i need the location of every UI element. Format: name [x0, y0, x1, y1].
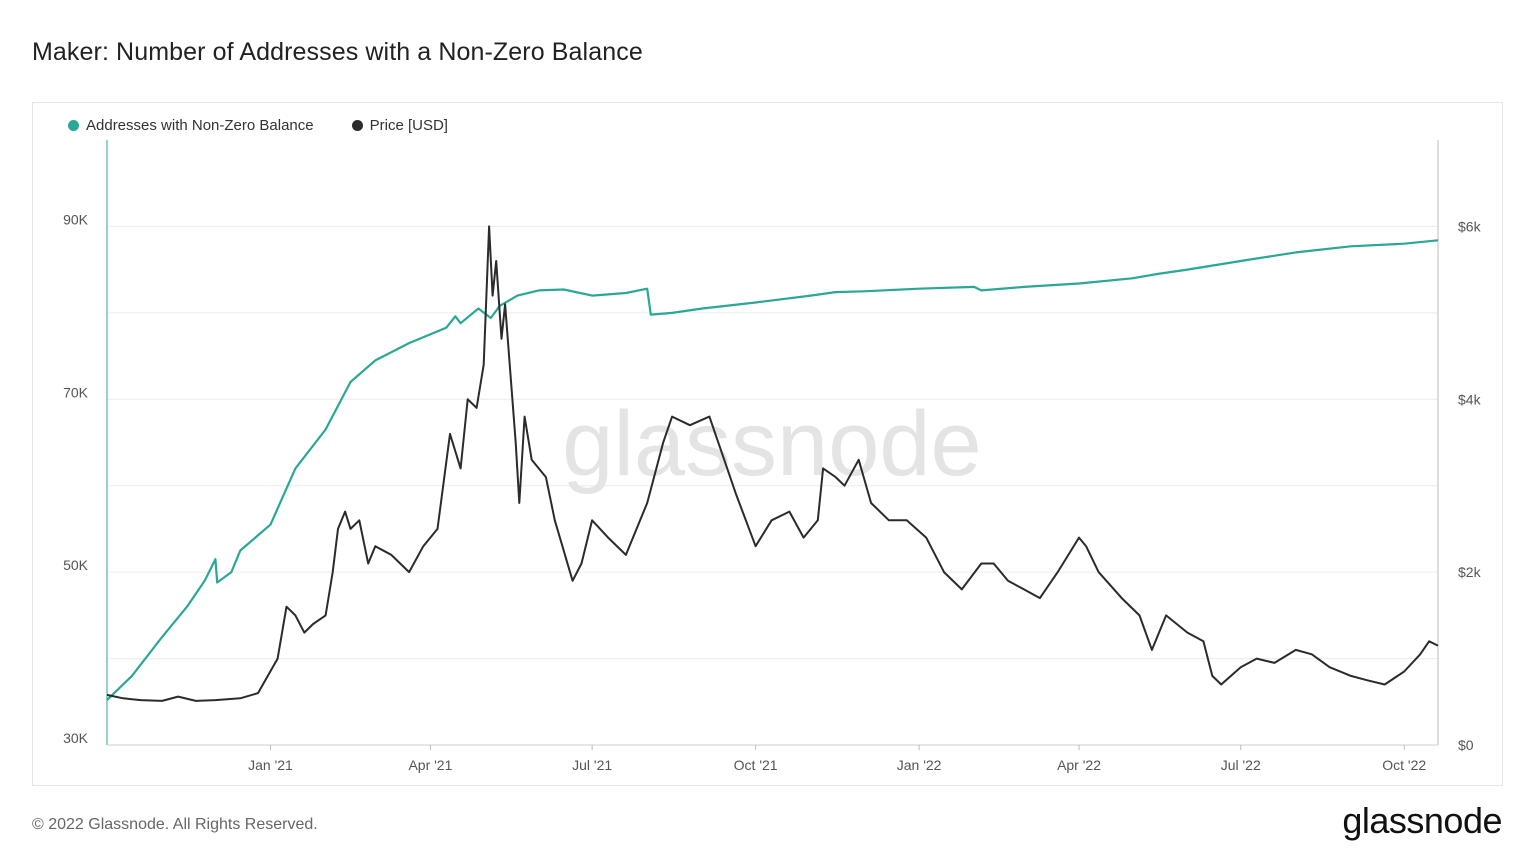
x-tick-label: Jan '22 — [897, 757, 942, 773]
watermark: glassnode — [562, 393, 981, 495]
y-right-tick-label: $4k — [1458, 391, 1482, 407]
x-tick-label: Oct '22 — [1382, 757, 1426, 773]
legend-label-price: Price [USD] — [369, 117, 448, 134]
chart-legend: Addresses with Non-Zero Balance Price [U… — [68, 117, 448, 134]
legend-item-price[interactable]: Price [USD] — [351, 117, 448, 134]
copyright-text: © 2022 Glassnode. All Rights Reserved. — [32, 816, 318, 833]
y-right-tick-label: $2k — [1458, 564, 1482, 580]
series-line-addresses — [106, 239, 1439, 701]
legend-item-addresses[interactable]: Addresses with Non-Zero Balance — [68, 117, 314, 134]
y-left-tick-label: 70K — [63, 384, 89, 400]
y-left-tick-label: 30K — [63, 730, 89, 746]
y-right-tick-label: $6k — [1458, 218, 1482, 234]
x-tick-label: Jan '21 — [248, 757, 293, 773]
x-tick-label: Apr '21 — [408, 757, 452, 773]
legend-dot-price — [351, 120, 363, 131]
series-line-price — [106, 225, 1439, 702]
page-title: Maker: Number of Addresses with a Non-Ze… — [32, 38, 643, 66]
y-left-tick-label: 50K — [63, 557, 89, 573]
y-left-tick-label: 90K — [63, 211, 89, 227]
x-tick-label: Jul '22 — [1221, 757, 1261, 773]
chart-frame — [32, 102, 1503, 786]
y-right-tick-label: $0 — [1458, 737, 1474, 753]
x-tick-label: Oct '21 — [734, 757, 778, 773]
legend-label-addresses: Addresses with Non-Zero Balance — [86, 117, 314, 134]
legend-dot-addresses — [68, 120, 79, 131]
x-tick-label: Jul '21 — [572, 757, 612, 773]
glassnode-logo: glassnode — [1342, 800, 1502, 841]
x-tick-label: Apr '22 — [1057, 757, 1101, 773]
